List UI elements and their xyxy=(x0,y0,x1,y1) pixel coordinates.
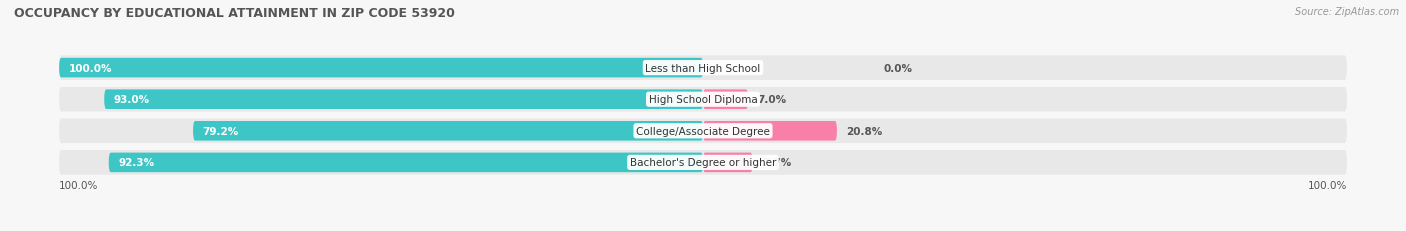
Text: 7.7%: 7.7% xyxy=(762,158,792,168)
Text: OCCUPANCY BY EDUCATIONAL ATTAINMENT IN ZIP CODE 53920: OCCUPANCY BY EDUCATIONAL ATTAINMENT IN Z… xyxy=(14,7,456,20)
FancyBboxPatch shape xyxy=(59,88,1347,112)
Text: Source: ZipAtlas.com: Source: ZipAtlas.com xyxy=(1295,7,1399,17)
FancyBboxPatch shape xyxy=(703,153,752,172)
Text: 100.0%: 100.0% xyxy=(59,180,98,190)
Text: 100.0%: 100.0% xyxy=(1308,180,1347,190)
Text: College/Associate Degree: College/Associate Degree xyxy=(636,126,770,136)
Text: Less than High School: Less than High School xyxy=(645,63,761,73)
FancyBboxPatch shape xyxy=(703,90,748,109)
Text: 0.0%: 0.0% xyxy=(883,63,912,73)
Text: 100.0%: 100.0% xyxy=(69,63,112,73)
FancyBboxPatch shape xyxy=(703,122,837,141)
Text: Bachelor's Degree or higher: Bachelor's Degree or higher xyxy=(630,158,776,168)
Text: 7.0%: 7.0% xyxy=(758,95,787,105)
Text: 93.0%: 93.0% xyxy=(114,95,150,105)
FancyBboxPatch shape xyxy=(104,90,703,109)
Text: High School Diploma: High School Diploma xyxy=(648,95,758,105)
FancyBboxPatch shape xyxy=(59,56,1347,81)
Text: 20.8%: 20.8% xyxy=(846,126,883,136)
FancyBboxPatch shape xyxy=(193,122,703,141)
FancyBboxPatch shape xyxy=(59,59,703,78)
FancyBboxPatch shape xyxy=(59,150,1347,175)
Text: 79.2%: 79.2% xyxy=(202,126,239,136)
FancyBboxPatch shape xyxy=(108,153,703,172)
Text: 92.3%: 92.3% xyxy=(118,158,155,168)
FancyBboxPatch shape xyxy=(59,119,1347,143)
